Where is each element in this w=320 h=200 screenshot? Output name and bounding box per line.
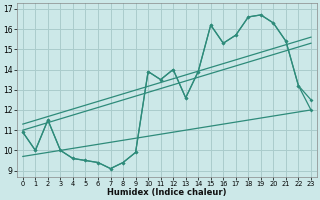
X-axis label: Humidex (Indice chaleur): Humidex (Indice chaleur) xyxy=(107,188,227,197)
